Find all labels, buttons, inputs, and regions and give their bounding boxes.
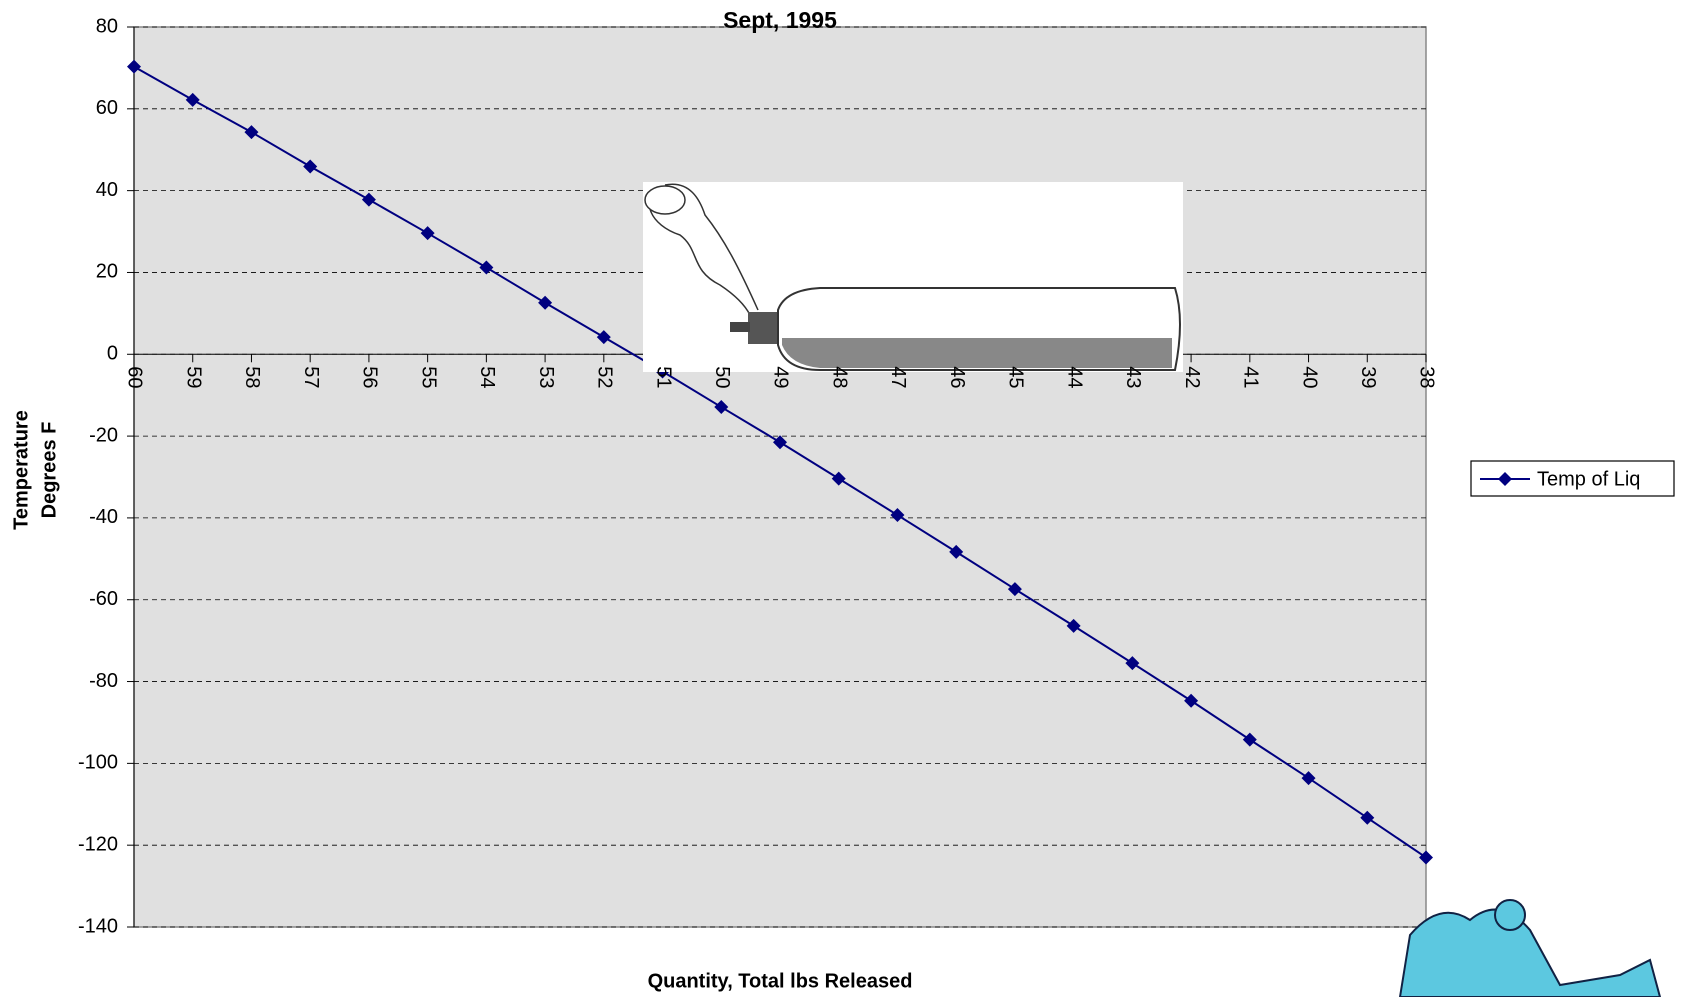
- y-axis-label-line: Temperature: [10, 410, 32, 530]
- y-axis-label-line: Degrees F: [38, 422, 60, 519]
- x-tick-label: 47: [887, 366, 909, 388]
- x-tick-label: 58: [241, 366, 263, 388]
- x-tick-label: 39: [1357, 366, 1379, 388]
- y-tick-label: 60: [96, 97, 118, 119]
- y-tick-label: 40: [96, 179, 118, 201]
- y-tick-label: -120: [78, 833, 118, 855]
- legend-label: Temp of Liq: [1537, 468, 1640, 490]
- cartoon-illustration: [1400, 900, 1660, 997]
- x-tick-label: 49: [770, 366, 792, 388]
- x-tick-label: 54: [476, 366, 498, 388]
- chart: Sept, 1995 Quantity, Total lbs Released …: [0, 0, 1681, 997]
- y-tick-label: -60: [89, 588, 118, 610]
- y-tick-label: 20: [96, 261, 118, 283]
- y-tick-label: 0: [107, 343, 118, 365]
- x-tick-label: 59: [182, 366, 204, 388]
- x-axis-label: Quantity, Total lbs Released: [648, 970, 913, 992]
- x-tick-label: 50: [711, 366, 733, 388]
- x-tick-label: 52: [594, 366, 616, 388]
- y-tick-label: -80: [89, 670, 118, 692]
- x-tick-label: 53: [535, 366, 557, 388]
- chart-title: Sept, 1995: [723, 7, 837, 33]
- x-tick-label: 56: [359, 366, 381, 388]
- x-tick-label: 42: [1181, 366, 1203, 388]
- x-tick-label: 43: [1122, 366, 1144, 388]
- y-tick-label: -40: [89, 506, 118, 528]
- y-tick-label: -140: [78, 915, 118, 937]
- x-tick-label: 40: [1298, 366, 1320, 388]
- cylinder-illustration: [643, 182, 1183, 372]
- x-tick-label: 41: [1240, 366, 1262, 388]
- x-tick-label: 46: [946, 366, 968, 388]
- y-axis-label: Temperature Degrees F: [10, 410, 60, 530]
- x-tick-label: 51: [652, 366, 674, 388]
- x-tick-label: 38: [1416, 366, 1438, 388]
- page: Sept, 1995 Quantity, Total lbs Released …: [0, 0, 1681, 997]
- x-tick-label: 45: [1005, 366, 1027, 388]
- y-tick-label: -100: [78, 752, 118, 774]
- x-tick-label: 60: [124, 366, 146, 388]
- x-tick-label: 55: [417, 366, 439, 388]
- y-tick-label: -20: [89, 424, 118, 446]
- x-tick-label: 44: [1063, 366, 1085, 388]
- plot-area: [134, 27, 1426, 927]
- x-tick-label: 57: [300, 366, 322, 388]
- x-tick-label: 48: [828, 366, 850, 388]
- y-tick-label: 80: [96, 15, 118, 37]
